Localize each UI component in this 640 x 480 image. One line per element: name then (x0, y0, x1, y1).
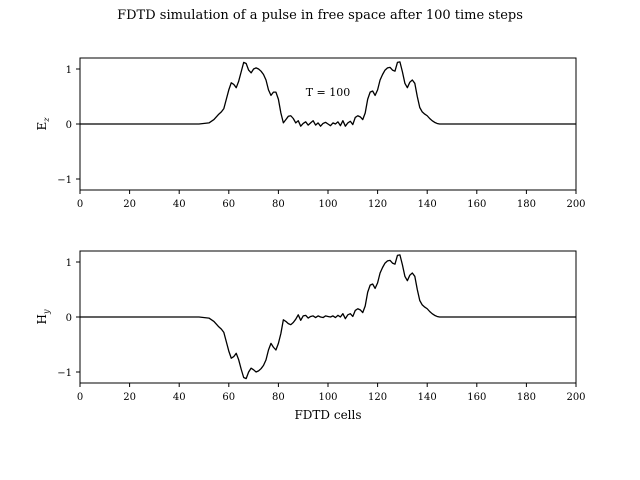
ez-x-tick-label: 200 (566, 199, 585, 210)
hy-x-tick-label: 120 (368, 392, 387, 403)
hy-x-tick-label: 80 (272, 392, 285, 403)
ez-x-tick-label: 40 (173, 199, 186, 210)
ez-x-tick-label: 20 (123, 199, 136, 210)
ez-series-line (80, 61, 576, 127)
ez-y-tick-label: −1 (57, 175, 72, 186)
time-annotation: T = 100 (306, 86, 351, 99)
hy-x-tick-label: 100 (318, 392, 337, 403)
hy-x-tick-label: 140 (418, 392, 437, 403)
figure-title: FDTD simulation of a pulse in free space… (117, 8, 523, 23)
hy-x-tick-label: 0 (77, 392, 83, 403)
hy-x-tick-label: 60 (222, 392, 235, 403)
hy-series-line (80, 254, 576, 380)
hy-x-tick-label: 20 (123, 392, 136, 403)
hy-panel: 0 20 40 60 80 100 120 140 160 180 200 −1 0 1 (57, 250, 586, 403)
hy-x-tick-label: 160 (467, 392, 486, 403)
hy-x-tick-label: 40 (173, 392, 186, 403)
ez-x-tick-label: 80 (272, 199, 285, 210)
ez-x-tick-label: 100 (318, 199, 337, 210)
hy-y-tick-label: −1 (57, 368, 72, 379)
ez-x-tick-label: 120 (368, 199, 387, 210)
ez-x-tick-label: 60 (222, 199, 235, 210)
hy-ylabel: Hy (35, 309, 51, 324)
hy-x-tick-label: 180 (517, 392, 536, 403)
ez-x-tick-label: 0 (77, 199, 83, 210)
ez-y-tick-label: 0 (66, 120, 72, 131)
hy-y-tick-label: 1 (66, 258, 72, 269)
ez-x-tick-label: 180 (517, 199, 536, 210)
x-axis-label: FDTD cells (294, 408, 361, 422)
ez-y-tick-label: 1 (66, 65, 72, 76)
hy-x-tick-label: 200 (566, 392, 585, 403)
ez-panel: 0 20 40 60 80 100 120 140 160 180 200 −1 0 1 (57, 57, 586, 210)
hy-y-tick-label: 0 (66, 313, 72, 324)
ez-ylabel: Ez (35, 117, 51, 131)
ez-x-tick-label: 140 (418, 199, 437, 210)
ez-x-tick-label: 160 (467, 199, 486, 210)
